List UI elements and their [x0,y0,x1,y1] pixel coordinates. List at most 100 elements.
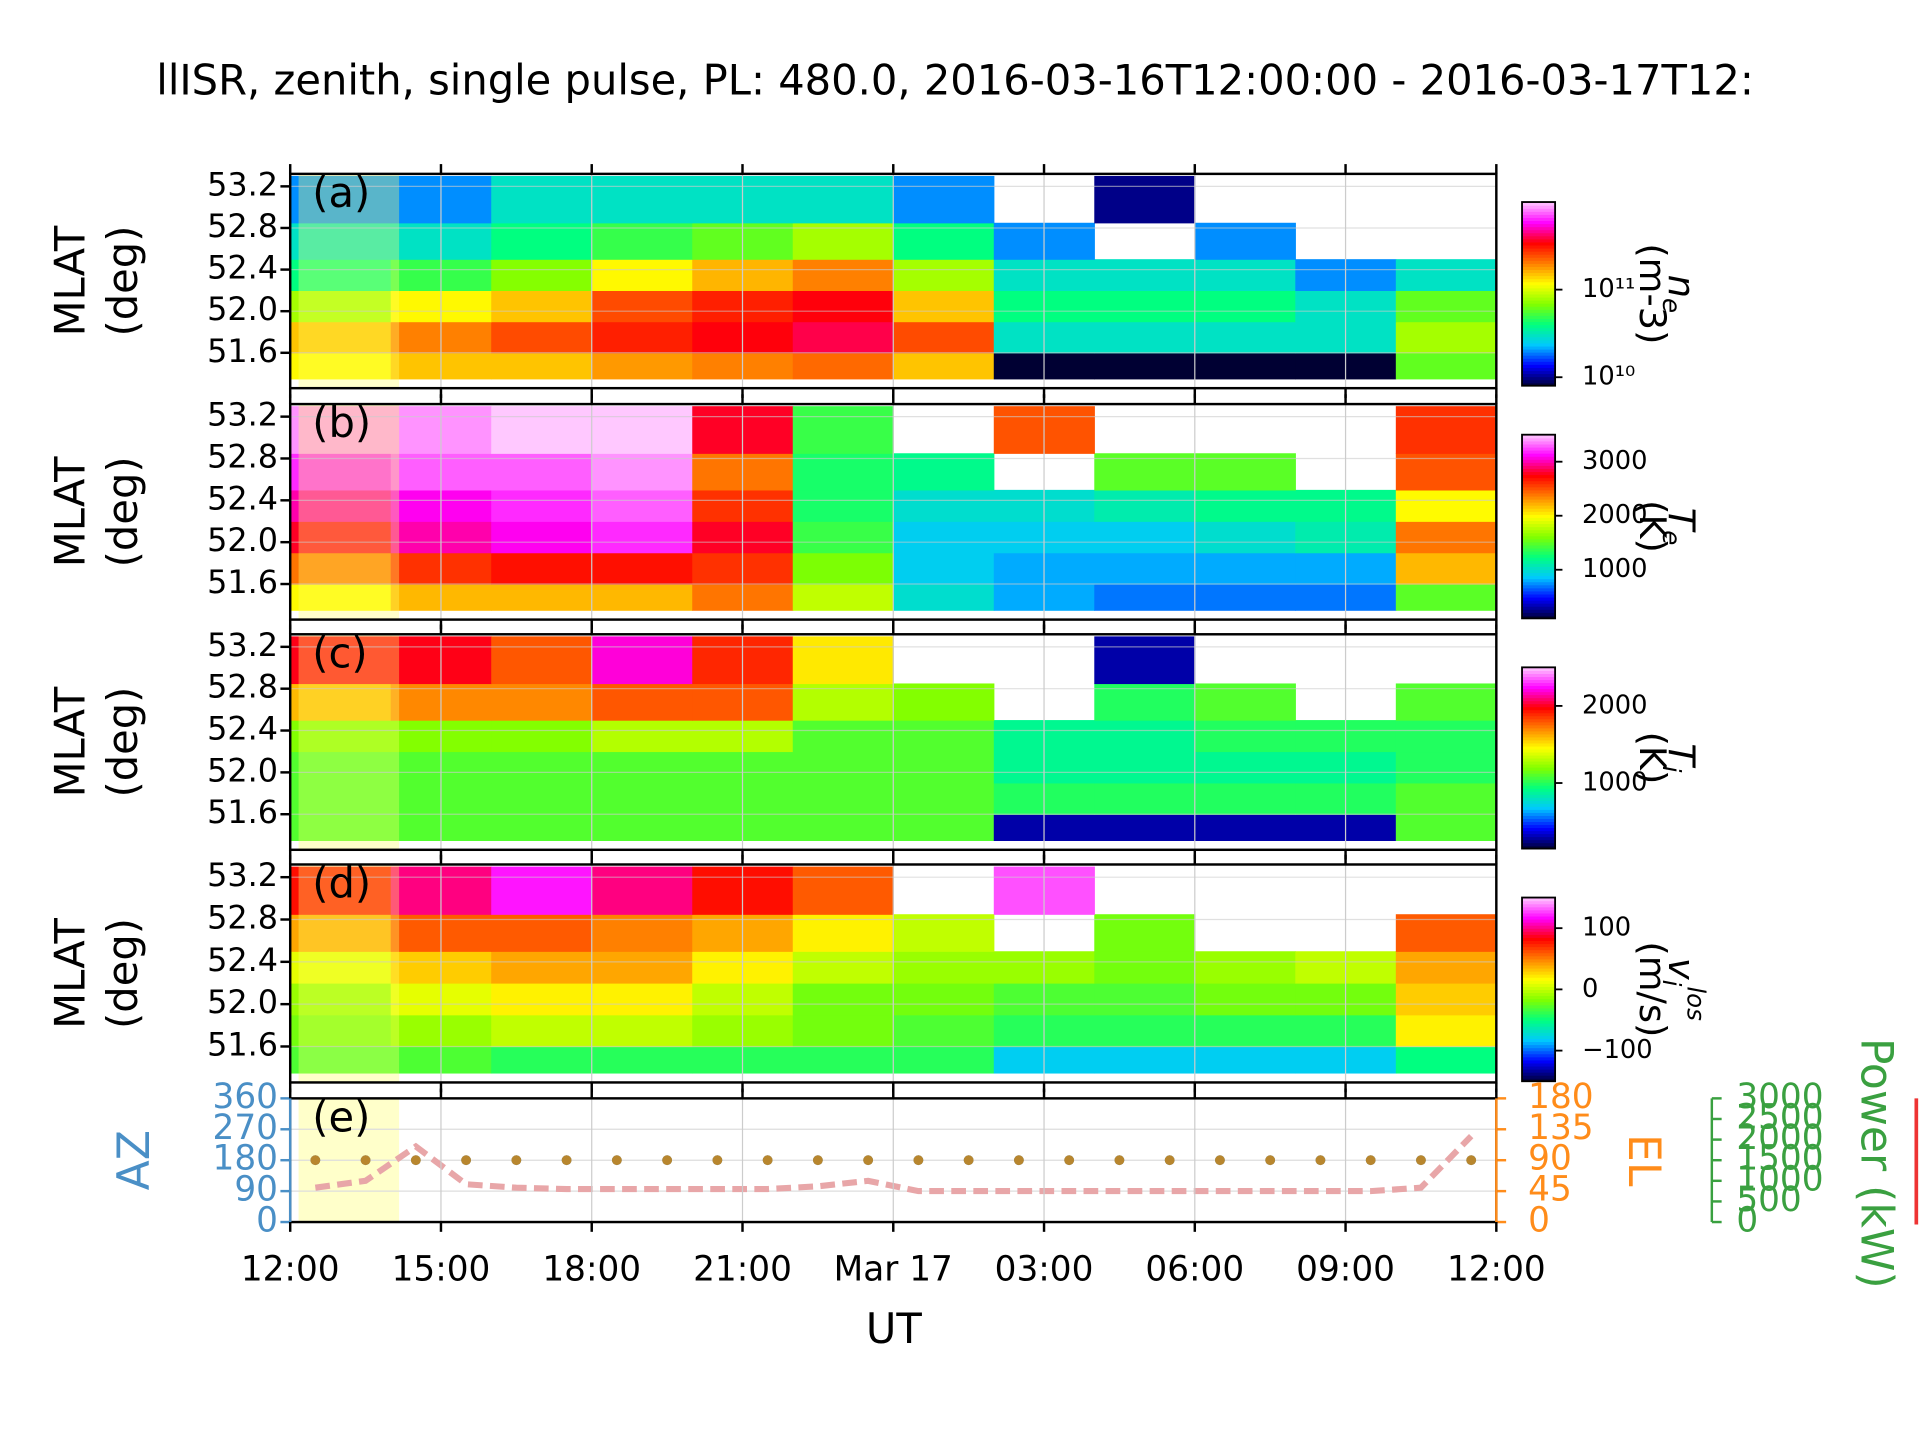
colorbar-step [1522,842,1556,847]
colorbar-unit: (m/s) [1631,941,1674,1037]
heatmap-cell [591,406,693,454]
heatmap-cell [290,489,392,522]
colorbar-step [1522,724,1556,729]
colorbar-step [1522,309,1556,313]
axes-frame [288,402,1498,621]
colorbar-step [1522,535,1556,540]
colorbar-step [1522,757,1556,762]
heatmap-cell [792,259,894,291]
colorbar-tick-label: 3000 [1582,446,1647,476]
colorbar-step [1522,443,1556,448]
heatmap-cell [893,982,995,1016]
heatmap-cell [591,982,693,1016]
colorbar-step [1522,706,1556,711]
colorbar-step [1522,824,1556,829]
heatmap-cell [491,222,593,260]
colorbar-step [1522,1038,1556,1043]
heatmap-cell [1194,552,1296,585]
colorbar-step [1522,715,1556,720]
colorbar-step [1522,1010,1556,1015]
colorbar-label-subscript: i [1657,980,1686,987]
heatmap-cell [491,1014,593,1048]
colorbar-step [1522,977,1556,981]
colorbar-unit: (K) [1631,732,1674,785]
heatmap-cell [290,751,392,784]
y-tick-label: 90 [234,1170,278,1210]
heatmap-cell [491,352,593,380]
colorbar-step [1522,523,1556,528]
heatmap-cell [1094,1014,1196,1048]
heatmap-cell [491,636,593,685]
colorbar-step [1522,382,1556,387]
colorbar-step [1522,946,1556,951]
colorbar-step [1522,456,1556,460]
colorbar-tick-label: 0 [1582,974,1598,1004]
heatmap-cell [792,175,894,224]
heatmap-cell [1194,720,1296,753]
colorbar-step [1522,532,1556,537]
colorbar-unit: (m-3) [1631,243,1674,344]
colorbar-step [1522,839,1556,844]
colorbar-step [1522,440,1556,445]
colorbar-step [1522,342,1556,347]
y-tick-label: 52.4 [207,710,278,748]
colorbar-label: vilos [1657,958,1710,1021]
heatmap-cell [290,453,392,491]
colorbar-step [1522,502,1556,506]
colorbar-step [1522,281,1556,286]
colorbar-tick-label: 1000 [1582,768,1647,798]
point [913,1155,924,1166]
colorbar-step [1522,244,1556,249]
colorbar-step [1522,269,1556,274]
y-axis-label: MLAT [45,918,94,1029]
heatmap-cell [893,1014,995,1048]
colorbar-step [1522,1020,1556,1024]
heatmap-cell [792,982,894,1016]
colorbar-step [1522,306,1556,310]
colorbar-step [1522,492,1556,497]
colorbar-step [1522,446,1556,451]
colorbar-step [1522,554,1556,558]
heatmap-cell [1395,584,1497,611]
colorbar-tick-label: 10¹⁰ [1582,362,1635,392]
heatmap-cell [1194,683,1296,721]
heatmap-cell [290,552,392,585]
x-axis-label: UT [866,1304,922,1353]
colorbar-step [1522,348,1556,353]
colorbar-step [1522,998,1556,1003]
heatmap-cell [290,914,392,952]
heatmap-cell [1395,982,1497,1016]
colorbar-step [1522,364,1556,368]
heatmap-cell [1395,521,1497,554]
colorbar-label-subscript: e [1657,530,1686,545]
colorbar-step [1522,584,1556,589]
colorbar-step [1522,520,1556,525]
colorbar-step [1522,986,1556,990]
colorbar-tick-label: 10¹¹ [1582,274,1635,304]
colorbar-step [1522,223,1556,228]
colorbar-step [1522,606,1556,610]
colorbar-step [1522,361,1556,365]
point [1416,1155,1426,1166]
colorbar-step [1522,300,1556,304]
colorbar-step [1522,1056,1556,1061]
y-tick-label: 51.6 [207,1025,278,1063]
heatmap-cell [1194,782,1296,815]
colorbar-step [1522,1047,1556,1052]
heatmap-cell [1395,352,1497,380]
colorbar-step [1522,514,1556,518]
colorbar-step [1522,1044,1556,1049]
heatmap-cell [591,720,693,753]
heatmap-cell [792,489,894,522]
colorbar-step [1522,830,1556,835]
heatmap-cell [792,866,894,915]
heatmap-cell [1395,751,1497,784]
heatmap-cell [1194,352,1296,380]
colorbar-step [1522,949,1556,954]
colorbar-step [1522,736,1556,741]
colorbar-step [1522,688,1556,693]
x-tick-label: 09:00 [1296,1250,1395,1290]
colorbar-step [1522,797,1556,801]
colorbar-step [1522,809,1556,813]
colorbar-step [1522,1065,1556,1070]
